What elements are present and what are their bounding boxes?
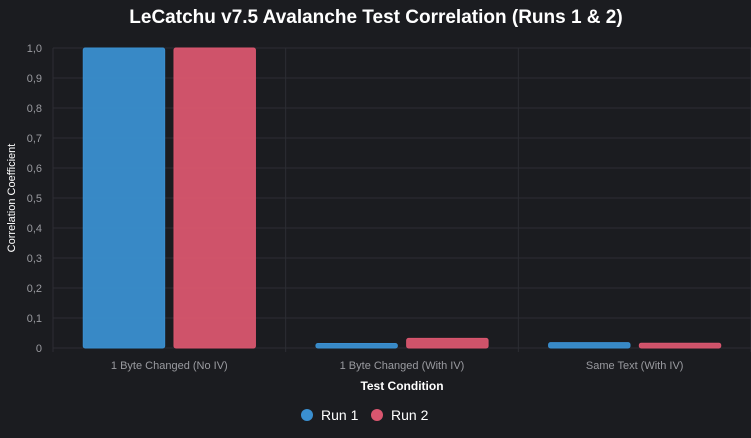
y-tick-label: 0,1 (27, 313, 42, 325)
legend-label: Run 2 (391, 407, 429, 423)
y-tick-label: 0,7 (27, 133, 42, 145)
x-tick-label: 1 Byte Changed (With IV) (340, 360, 465, 372)
bar (82, 47, 166, 349)
bar (638, 342, 722, 349)
grid-layer (52, 47, 751, 352)
chart-title: LeCatchu v7.5 Avalanche Test Correlation… (129, 7, 622, 28)
x-tick-labels: 1 Byte Changed (No IV) 1 Byte Changed (Wi… (111, 360, 684, 372)
bar (315, 343, 398, 349)
y-axis-label: Correlation Coefficient (6, 144, 18, 253)
bar (406, 337, 489, 349)
y-tick-label: 0,9 (27, 73, 42, 85)
y-tick-label: 1,0 (27, 43, 42, 55)
bar (548, 342, 631, 349)
legend: Run 1 Run 2 (301, 407, 429, 423)
y-tick-labels: 0 0,1 0,2 0,3 0,4 0,5 0,6 0,7 0,8 0,9 1,0 (27, 43, 42, 355)
y-tick-label: 0,8 (27, 103, 42, 115)
x-tick-label: Same Text (With IV) (586, 360, 684, 372)
x-axis-label: Test Condition (360, 379, 443, 393)
x-tick-label: 1 Byte Changed (No IV) (111, 360, 228, 372)
bars (82, 47, 722, 349)
y-tick-label: 0,3 (27, 253, 42, 265)
y-tick-label: 0,2 (27, 283, 42, 295)
legend-marker (301, 409, 313, 421)
y-tick-label: 0,5 (27, 193, 42, 205)
y-tick-label: 0,6 (27, 163, 42, 175)
y-tick-label: 0 (36, 343, 42, 355)
y-tick-label: 0,4 (27, 223, 42, 235)
legend-marker (371, 409, 383, 421)
legend-label: Run 1 (321, 407, 359, 423)
bar (173, 47, 256, 349)
